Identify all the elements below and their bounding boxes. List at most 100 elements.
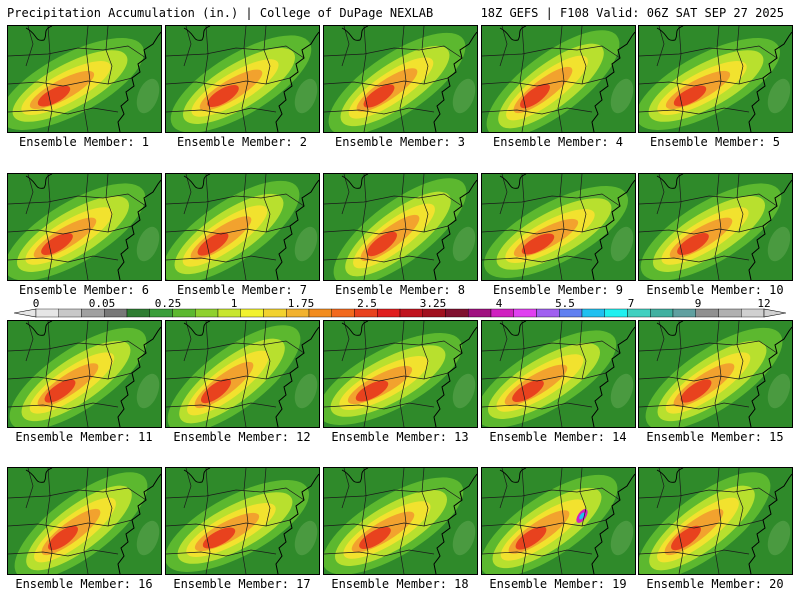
heavy-precip-core xyxy=(680,379,712,403)
offshore-precip xyxy=(767,520,791,556)
ensemble-member-map xyxy=(165,320,320,428)
state-boundary xyxy=(499,321,508,362)
state-boundary xyxy=(736,26,744,85)
great-lakes-outline xyxy=(341,321,369,336)
colorbar-segment xyxy=(377,308,401,318)
state-boundary xyxy=(361,26,369,132)
ensemble-member-label: Ensemble Member: 4 xyxy=(492,135,624,149)
state-boundary xyxy=(361,174,369,280)
state-boundary xyxy=(263,321,271,380)
state-boundary xyxy=(421,321,429,380)
great-lakes-outline xyxy=(183,321,211,336)
colorbar-segment xyxy=(718,308,742,318)
great-lakes-outline xyxy=(25,26,53,41)
colorbar-segment xyxy=(58,308,82,318)
state-boundary xyxy=(482,372,607,382)
great-lakes-outline xyxy=(183,468,211,483)
colorbar-segment xyxy=(104,308,128,318)
state-boundary xyxy=(324,107,435,115)
ensemble-member-label: Ensemble Member: 10 xyxy=(646,283,784,297)
ensemble-member-label: Ensemble Member: 12 xyxy=(173,430,311,444)
offshore-precip xyxy=(452,78,476,114)
ensemble-member-label: Ensemble Member: 1 xyxy=(18,135,150,149)
state-boundary xyxy=(656,26,665,67)
state-boundary xyxy=(482,402,593,410)
colorbar-segment xyxy=(308,308,332,318)
offshore-precip xyxy=(294,520,318,556)
heavy-precip-core xyxy=(367,231,397,257)
state-boundary xyxy=(8,193,147,207)
colorbar-min-arrow xyxy=(14,308,37,318)
ensemble-member-label: Ensemble Member: 18 xyxy=(331,577,469,591)
colorbar-segment xyxy=(627,308,651,318)
colorbar-tick-label: 2.5 xyxy=(357,297,377,310)
state-boundary xyxy=(639,372,764,382)
ensemble-member-map xyxy=(165,25,320,133)
ensemble-member-map xyxy=(323,467,478,575)
coastline xyxy=(275,326,319,427)
ensemble-member-label: Ensemble Member: 13 xyxy=(331,430,469,444)
state-boundary xyxy=(8,255,119,263)
precipitation-map xyxy=(482,26,635,132)
offshore-precip xyxy=(610,373,634,409)
heavy-precip-core xyxy=(363,84,395,108)
state-boundary xyxy=(361,468,369,574)
state-boundary xyxy=(519,321,527,427)
colorbar-tick-label: 1.75 xyxy=(288,297,315,310)
state-boundary xyxy=(656,321,665,362)
state-boundary xyxy=(557,26,565,132)
offshore-precip xyxy=(136,78,160,114)
state-boundary xyxy=(656,468,665,509)
state-boundary xyxy=(241,26,249,132)
state-boundary xyxy=(166,340,305,354)
precipitation-map xyxy=(324,468,477,574)
colorbar-segment xyxy=(559,308,583,318)
heavy-precip-core xyxy=(48,525,78,551)
great-lakes-outline xyxy=(656,26,684,41)
state-boundary xyxy=(579,26,587,85)
ensemble-member-label: Ensemble Member: 7 xyxy=(176,283,308,297)
state-boundary xyxy=(676,26,684,132)
state-boundary xyxy=(656,174,665,215)
ensemble-member-label: Ensemble Member: 19 xyxy=(489,577,627,591)
heavy-precip-core xyxy=(207,84,239,108)
state-boundary xyxy=(519,468,527,574)
state-boundary xyxy=(399,321,407,427)
heavy-precip-core xyxy=(520,83,550,109)
colorbar-tick-label: 1 xyxy=(231,297,238,310)
great-lakes-outline xyxy=(183,174,211,189)
ensemble-member-label: Ensemble Member: 5 xyxy=(649,135,781,149)
precipitation-map xyxy=(166,468,319,574)
state-boundary xyxy=(166,549,277,557)
state-boundary xyxy=(166,402,277,410)
state-boundary xyxy=(557,468,565,574)
colorbar-tick-label: 3.25 xyxy=(420,297,447,310)
precipitation-map xyxy=(639,321,792,427)
coastline xyxy=(117,326,161,427)
great-lakes-outline xyxy=(499,321,527,336)
state-boundary xyxy=(324,402,435,410)
state-boundary xyxy=(341,26,350,67)
state-boundary xyxy=(639,225,764,235)
colorbar-tick-label: 0 xyxy=(33,297,40,310)
heavy-precip-core xyxy=(44,379,76,403)
state-boundary xyxy=(519,26,527,132)
state-boundary xyxy=(341,321,350,362)
precipitation-map xyxy=(324,321,477,427)
great-lakes-outline xyxy=(499,468,527,483)
colorbar-segment xyxy=(286,308,310,318)
state-boundary xyxy=(639,255,750,263)
heavy-precip-core xyxy=(512,379,544,403)
ensemble-member-label: Ensemble Member: 11 xyxy=(15,430,153,444)
state-boundary xyxy=(25,468,34,509)
precipitation-map xyxy=(8,468,161,574)
state-boundary xyxy=(421,468,429,527)
state-boundary xyxy=(45,321,53,427)
state-boundary xyxy=(203,174,211,280)
colorbar-segment xyxy=(331,308,355,318)
state-boundary xyxy=(183,26,192,67)
offshore-precip xyxy=(767,78,791,114)
precipitation-map xyxy=(482,174,635,280)
ensemble-member-map xyxy=(481,467,636,575)
